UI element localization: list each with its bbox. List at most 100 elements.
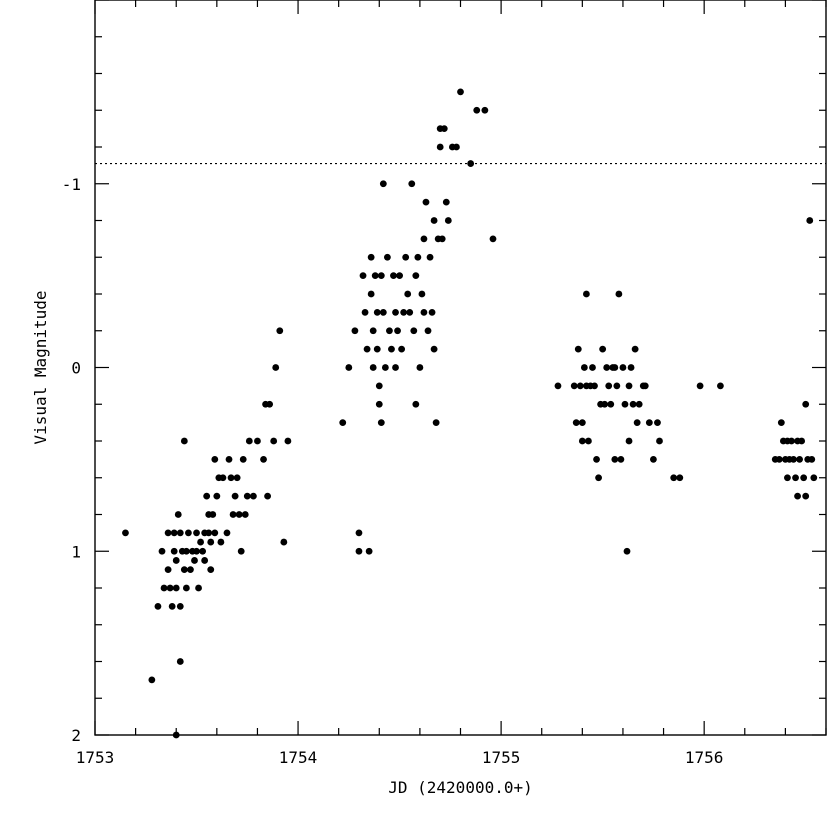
data-point bbox=[392, 364, 399, 371]
data-point bbox=[365, 547, 373, 555]
data-point bbox=[784, 474, 791, 482]
data-point bbox=[570, 382, 578, 390]
data-point bbox=[168, 602, 176, 610]
data-point bbox=[231, 492, 239, 500]
data-point bbox=[802, 492, 810, 500]
data-point bbox=[603, 364, 611, 371]
data-point bbox=[631, 345, 639, 353]
data-point bbox=[650, 455, 657, 463]
data-point bbox=[377, 272, 385, 280]
data-point bbox=[416, 364, 424, 371]
data-point bbox=[440, 125, 448, 133]
data-point bbox=[408, 180, 416, 188]
data-point bbox=[420, 235, 428, 243]
data-point bbox=[266, 400, 274, 408]
data-point bbox=[802, 400, 810, 408]
data-point bbox=[457, 88, 464, 96]
data-point bbox=[412, 272, 420, 280]
data-point bbox=[623, 547, 631, 555]
data-point bbox=[197, 538, 204, 546]
x-tick-labels: 1753 1754 1755 1756 bbox=[76, 748, 724, 767]
data-point bbox=[806, 217, 814, 224]
data-point bbox=[595, 474, 602, 482]
data-point bbox=[420, 308, 428, 316]
data-point bbox=[388, 345, 395, 353]
data-point bbox=[148, 676, 156, 684]
data-point bbox=[424, 327, 432, 335]
data-point bbox=[180, 437, 188, 445]
data-point bbox=[213, 492, 221, 500]
data-point bbox=[641, 382, 649, 390]
data-point bbox=[619, 364, 627, 371]
data-point bbox=[611, 455, 619, 463]
data-point bbox=[355, 529, 363, 537]
data-point bbox=[245, 437, 253, 445]
data-point bbox=[207, 538, 215, 546]
data-point bbox=[625, 382, 633, 390]
data-point bbox=[617, 455, 625, 463]
data-point bbox=[394, 327, 401, 335]
data-point bbox=[375, 400, 383, 408]
data-point bbox=[217, 538, 225, 546]
data-point bbox=[172, 584, 180, 592]
data-point bbox=[369, 364, 377, 371]
data-point bbox=[180, 566, 188, 574]
data-point bbox=[241, 511, 249, 518]
data-point bbox=[574, 345, 582, 353]
data-point bbox=[201, 557, 209, 564]
data-point bbox=[384, 253, 391, 261]
data-point bbox=[375, 382, 383, 390]
data-point bbox=[193, 529, 200, 537]
data-point bbox=[379, 180, 387, 188]
data-point bbox=[233, 474, 241, 482]
data-point bbox=[172, 557, 180, 564]
data-point bbox=[182, 584, 190, 592]
data-point bbox=[154, 602, 162, 610]
data-point bbox=[272, 364, 280, 371]
data-point bbox=[351, 327, 359, 335]
data-point bbox=[635, 400, 643, 408]
data-point bbox=[605, 382, 613, 390]
data-point bbox=[633, 419, 641, 427]
x-tick-label: 1754 bbox=[279, 748, 318, 767]
data-point bbox=[203, 492, 211, 500]
data-point bbox=[794, 492, 801, 500]
data-point bbox=[205, 529, 213, 537]
data-point bbox=[211, 455, 219, 463]
data-point bbox=[359, 272, 367, 280]
y-axis-title: Visual Magnitude bbox=[31, 290, 50, 444]
data-point bbox=[627, 364, 635, 371]
data-point bbox=[717, 382, 724, 390]
data-point bbox=[578, 419, 586, 427]
data-point bbox=[379, 308, 387, 316]
data-point bbox=[428, 308, 436, 316]
data-point bbox=[410, 327, 418, 335]
data-point bbox=[670, 474, 678, 482]
data-point bbox=[381, 364, 389, 371]
data-point bbox=[170, 547, 178, 555]
data-point bbox=[400, 308, 408, 316]
x-axis-title: JD (2420000.0+) bbox=[388, 778, 533, 797]
data-point bbox=[176, 602, 184, 610]
data-point bbox=[223, 529, 231, 537]
x-tick-label: 1755 bbox=[482, 748, 521, 767]
data-point bbox=[810, 474, 818, 482]
data-point bbox=[398, 345, 406, 353]
data-point bbox=[260, 455, 267, 463]
plot-frame bbox=[94, 0, 827, 736]
data-point bbox=[229, 511, 237, 518]
data-point bbox=[467, 160, 475, 167]
data-point bbox=[453, 143, 460, 151]
data-point bbox=[280, 538, 288, 546]
data-point bbox=[191, 557, 198, 564]
data-point bbox=[696, 382, 704, 390]
data-point bbox=[432, 419, 440, 427]
data-point bbox=[430, 345, 438, 353]
data-point bbox=[775, 455, 783, 463]
data-point bbox=[209, 511, 217, 518]
data-point bbox=[369, 327, 377, 335]
y-tick-labels: -1 0 1 2 bbox=[62, 175, 81, 745]
y-tick-label: 0 bbox=[71, 359, 81, 378]
data-point bbox=[654, 419, 661, 427]
